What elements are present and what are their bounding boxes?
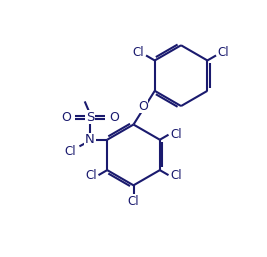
Text: O: O: [109, 111, 119, 124]
Text: Cl: Cl: [170, 128, 182, 141]
Text: N: N: [85, 133, 95, 146]
Text: Cl: Cl: [133, 46, 144, 59]
Text: Cl: Cl: [218, 46, 229, 59]
Text: O: O: [61, 111, 71, 124]
Text: S: S: [86, 111, 94, 124]
Text: Cl: Cl: [85, 169, 97, 182]
Text: Cl: Cl: [128, 195, 139, 208]
Text: Cl: Cl: [64, 145, 76, 158]
Text: O: O: [138, 100, 148, 113]
Text: Cl: Cl: [170, 169, 182, 182]
